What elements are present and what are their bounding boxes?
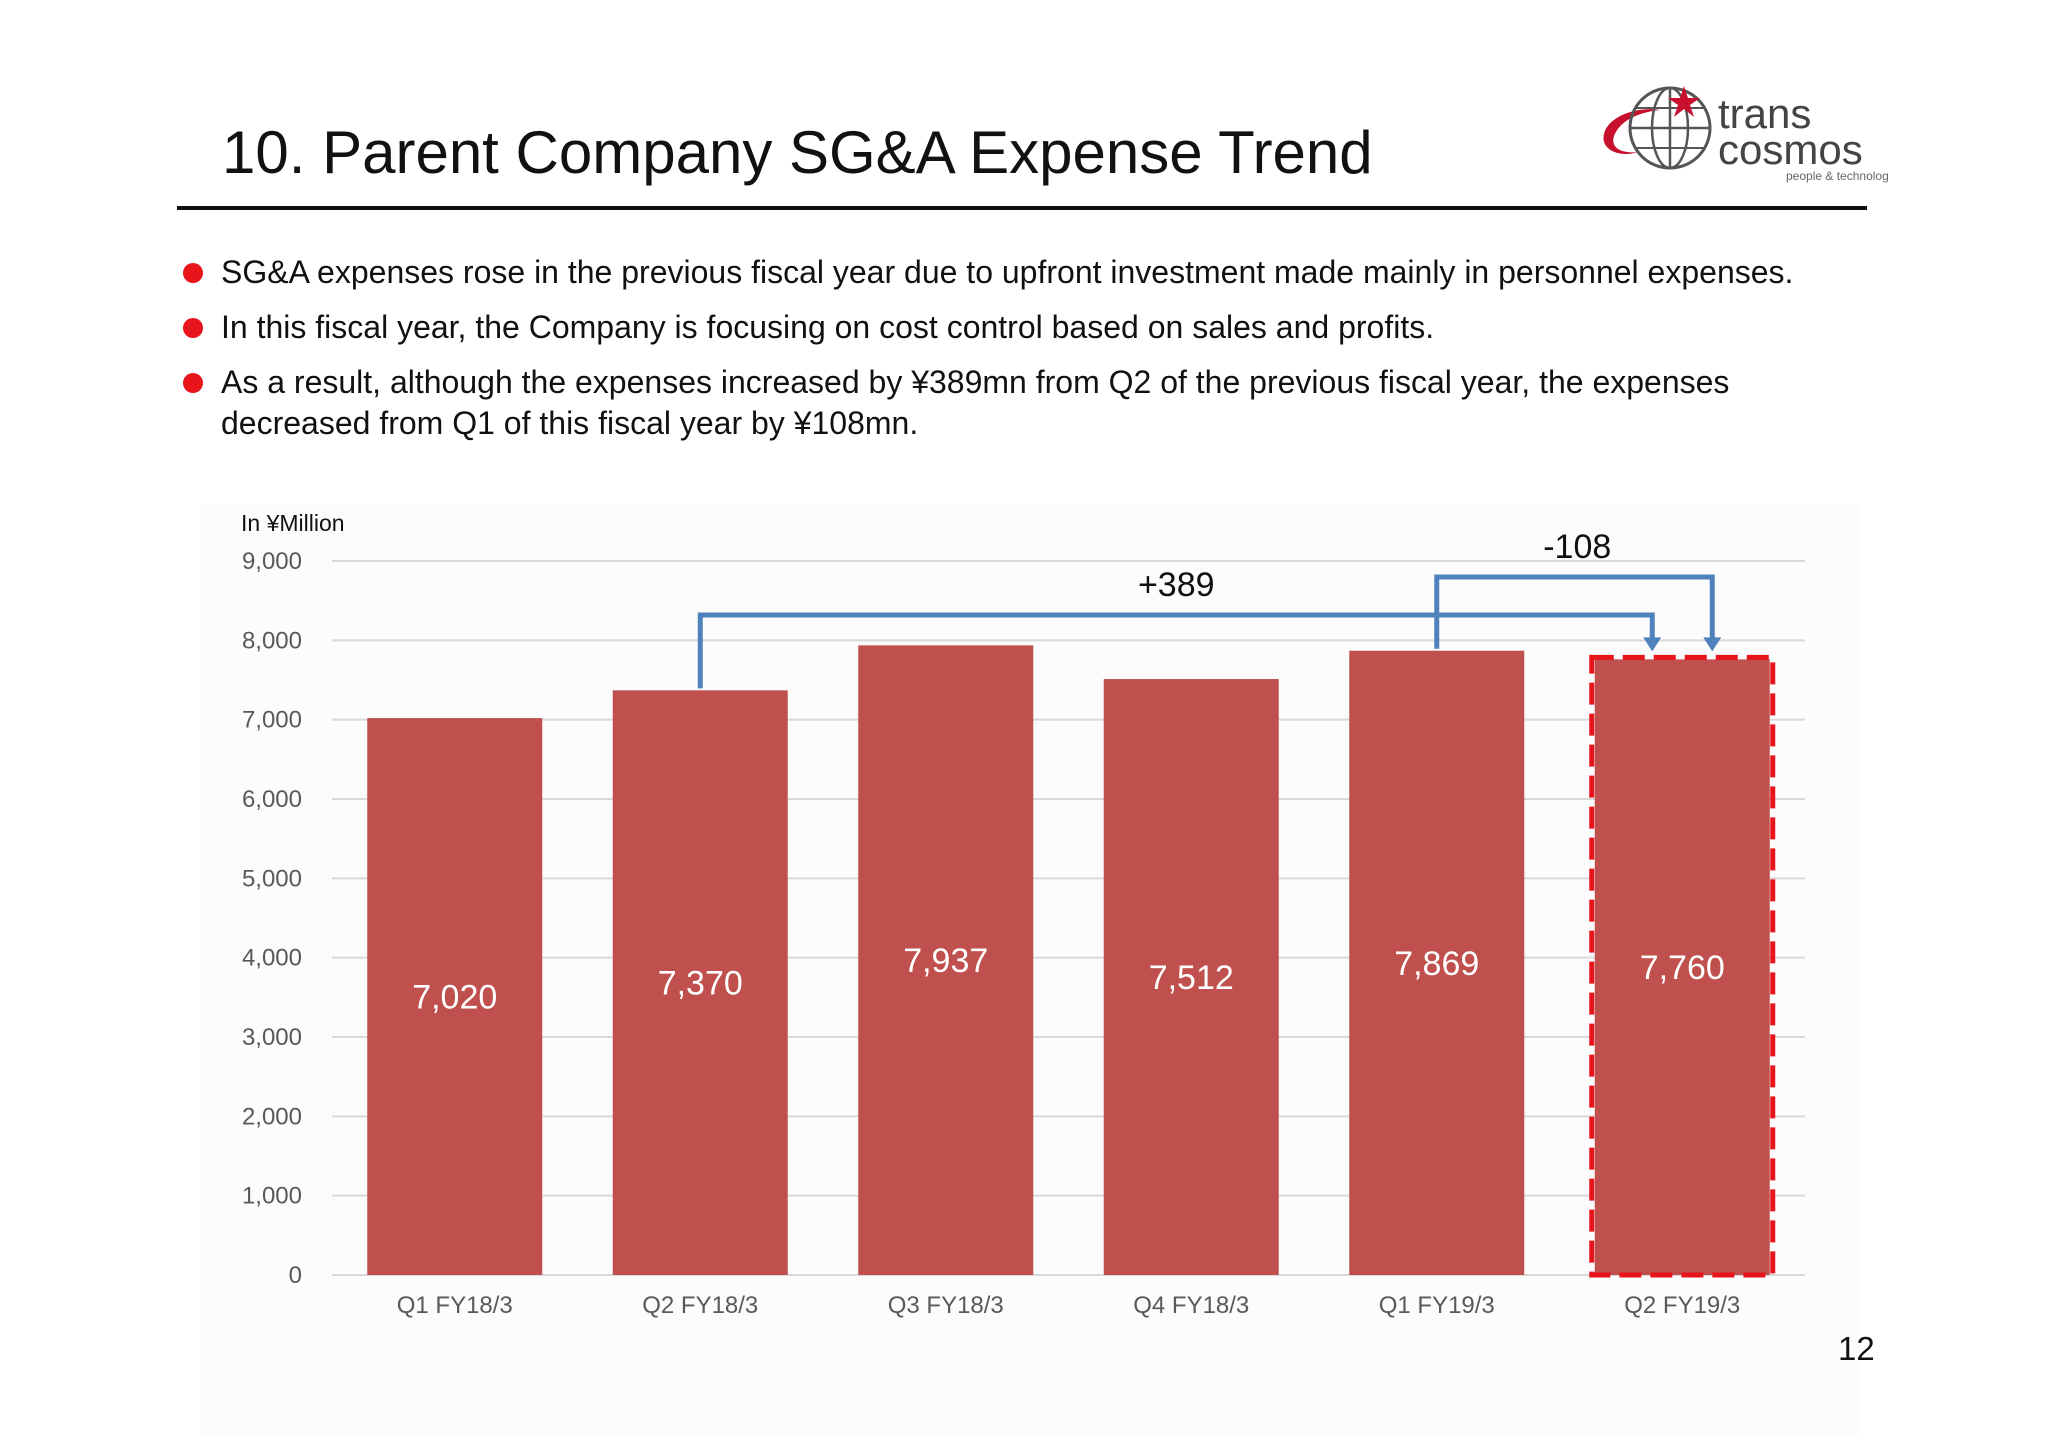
annotation-connector (697, 612, 1655, 689)
annotation-arrowhead (1643, 637, 1662, 652)
bar-value-label: 7,760 (1640, 949, 1725, 987)
bullet-dot-icon (183, 318, 203, 338)
y-tick-label: 7,000 (242, 707, 302, 734)
annotation-connector (1434, 574, 1715, 649)
annotation-label: -108 (1543, 528, 1611, 566)
sga-bar-chart: In ¥Million 0 1,000 2,000 3,000 4,000 5,000 6,0… (241, 510, 1805, 1319)
bar (367, 718, 543, 1275)
bullet-item: In this fiscal year, the Company is focu… (182, 307, 1862, 348)
annotation-label: +389 (1138, 566, 1215, 604)
logo-line1: trans (1718, 90, 1811, 137)
globe-star-icon: trans cosmos people & technology (1603, 86, 1895, 183)
bar-value-label: 7,937 (903, 942, 988, 980)
y-tick-label: 6,000 (242, 786, 302, 813)
x-tick-label: Q4 FY18/3 (1133, 1292, 1249, 1319)
y-tick-label: 3,000 (242, 1024, 302, 1051)
page-title: 10. Parent Company SG&A Expense Trend (222, 119, 1373, 186)
bullet-dot-icon (183, 263, 203, 283)
highlight-box (1589, 654, 1776, 1278)
bullet-text: SG&A expenses rose in the previous fisca… (221, 254, 1794, 290)
bullet-item: SG&A expenses rose in the previous fisca… (182, 252, 1862, 293)
x-tick-label: Q1 FY19/3 (1379, 1292, 1495, 1319)
bullet-text: In this fiscal year, the Company is focu… (221, 309, 1435, 345)
bar (1349, 650, 1525, 1275)
page-number: 12 (1838, 1330, 1875, 1367)
bullet-list: SG&A expenses rose in the previous fisca… (182, 252, 1862, 458)
bar (1594, 659, 1770, 1275)
y-tick-label: 0 (289, 1262, 302, 1289)
bullet-dot-icon (183, 373, 203, 393)
bar (1103, 679, 1279, 1275)
bar-value-label: 7,869 (1394, 945, 1479, 983)
annotation-arrowhead (1703, 637, 1722, 652)
bullet-item: As a result, although the expenses incre… (182, 362, 1862, 444)
y-tick-label: 8,000 (242, 627, 302, 654)
x-tick-label: Q2 FY19/3 (1624, 1292, 1740, 1319)
y-axis-unit-label: In ¥Million (241, 510, 345, 536)
y-tick-label: 5,000 (242, 865, 302, 892)
y-tick-label: 2,000 (242, 1103, 302, 1130)
logo-tagline: people & technology (1786, 169, 1888, 183)
chart-area: In ¥Million 0 1,000 2,000 3,000 4,000 5,000 6,0… (200, 505, 1860, 1435)
bar-value-label: 7,020 (412, 979, 497, 1017)
bar (612, 690, 788, 1275)
bar-value-label: 7,512 (1149, 959, 1234, 997)
bar (858, 645, 1034, 1275)
y-tick-label: 4,000 (242, 945, 302, 972)
bullet-text: As a result, although the expenses incre… (221, 364, 1730, 441)
y-tick-label: 9,000 (242, 548, 302, 575)
bar-value-label: 7,370 (658, 965, 743, 1003)
x-tick-label: Q2 FY18/3 (642, 1292, 758, 1319)
x-tick-label: Q3 FY18/3 (888, 1292, 1004, 1319)
y-tick-label: 1,000 (242, 1183, 302, 1210)
x-tick-label: Q1 FY18/3 (397, 1292, 513, 1319)
transcosmos-logo: trans cosmos people & technology (1598, 78, 1895, 188)
logo-line2: cosmos (1718, 126, 1863, 173)
title-divider (177, 206, 1867, 210)
